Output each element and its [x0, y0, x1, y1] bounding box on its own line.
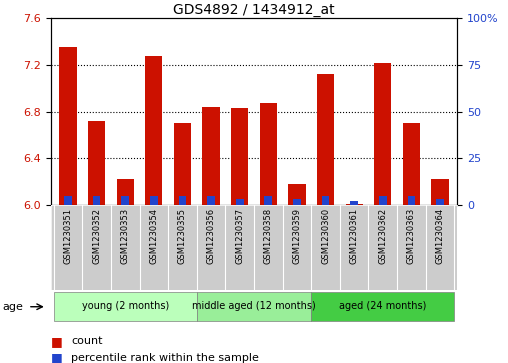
Bar	[59, 47, 77, 205]
Text: ■: ■	[51, 351, 62, 363]
Text: young (2 months): young (2 months)	[82, 301, 169, 311]
Bar	[88, 121, 105, 205]
Text: GSM1230362: GSM1230362	[378, 208, 387, 264]
Text: GSM1230361: GSM1230361	[350, 208, 359, 264]
Text: GSM1230360: GSM1230360	[321, 208, 330, 264]
Bar	[379, 196, 387, 205]
Bar	[179, 196, 186, 205]
Bar	[64, 196, 72, 205]
Text: GSM1230357: GSM1230357	[235, 208, 244, 264]
Text: middle aged (12 months): middle aged (12 months)	[192, 301, 316, 311]
Bar	[236, 200, 243, 205]
Text: percentile rank within the sample: percentile rank within the sample	[71, 352, 259, 363]
Bar	[231, 108, 248, 205]
Bar	[293, 200, 301, 205]
Bar	[121, 196, 129, 205]
Bar	[145, 56, 163, 205]
Text: GSM1230355: GSM1230355	[178, 208, 187, 264]
Text: GSM1230352: GSM1230352	[92, 208, 101, 264]
Bar	[407, 196, 415, 205]
Bar	[322, 196, 329, 205]
Bar	[150, 196, 157, 205]
Text: GSM1230356: GSM1230356	[207, 208, 215, 264]
Bar	[265, 196, 272, 205]
Text: count: count	[71, 336, 103, 346]
Text: GSM1230351: GSM1230351	[64, 208, 73, 264]
Text: GSM1230364: GSM1230364	[435, 208, 444, 264]
Text: GSM1230359: GSM1230359	[293, 208, 301, 264]
Bar	[431, 179, 449, 205]
Bar	[311, 292, 454, 322]
Text: GSM1230358: GSM1230358	[264, 208, 273, 264]
Bar	[436, 200, 444, 205]
Bar	[403, 123, 420, 205]
Bar	[54, 292, 197, 322]
Bar	[351, 201, 358, 205]
Title: GDS4892 / 1434912_at: GDS4892 / 1434912_at	[173, 3, 335, 17]
Bar	[93, 196, 101, 205]
Bar	[260, 103, 277, 205]
Text: ■: ■	[51, 335, 62, 348]
Text: aged (24 months): aged (24 months)	[339, 301, 427, 311]
Bar	[317, 74, 334, 205]
Bar	[345, 204, 363, 205]
Text: GSM1230353: GSM1230353	[121, 208, 130, 264]
Bar	[374, 62, 391, 205]
Bar	[174, 123, 191, 205]
Text: GSM1230363: GSM1230363	[407, 208, 416, 264]
Bar	[207, 196, 215, 205]
Text: GSM1230354: GSM1230354	[149, 208, 158, 264]
Bar	[117, 179, 134, 205]
Bar	[203, 107, 219, 205]
Text: age: age	[3, 302, 23, 312]
Bar	[197, 292, 311, 322]
Bar	[289, 184, 305, 205]
